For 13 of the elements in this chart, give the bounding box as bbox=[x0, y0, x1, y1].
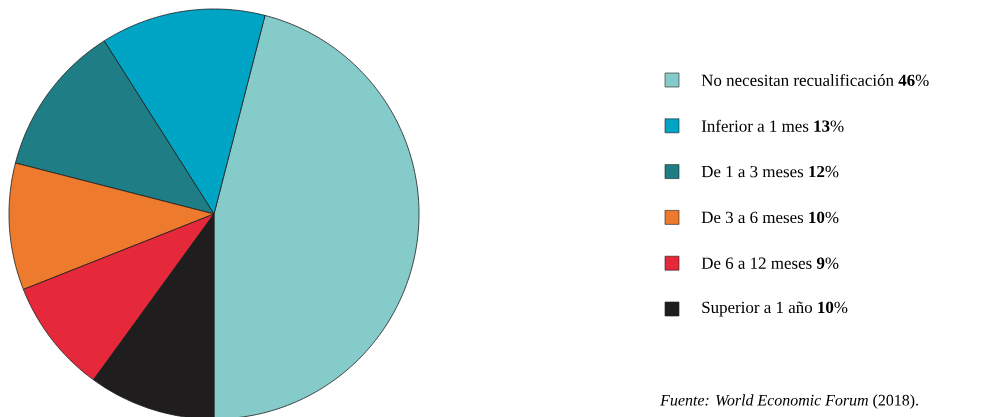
data-label: 13% bbox=[814, 120, 844, 132]
legend-label: No necesitan recualificación bbox=[701, 73, 894, 87]
legend-label: De 6 a 12 meses bbox=[701, 257, 812, 269]
legend-label: De 1 a 3 meses bbox=[701, 165, 804, 178]
data-label: 46% bbox=[898, 74, 929, 87]
legend-label: Superior a 1 año bbox=[702, 301, 813, 317]
data-label: 9% bbox=[816, 257, 839, 269]
legend-label: De 3 a 6 meses bbox=[701, 211, 804, 224]
data-label: 10% bbox=[818, 301, 848, 314]
data-label: 10% bbox=[809, 211, 839, 224]
legend-label: Inferior a 1 mes bbox=[701, 119, 809, 132]
data-label: 12% bbox=[809, 165, 839, 178]
text: Fuente: World Economic Forum (2018). bbox=[660, 394, 918, 409]
